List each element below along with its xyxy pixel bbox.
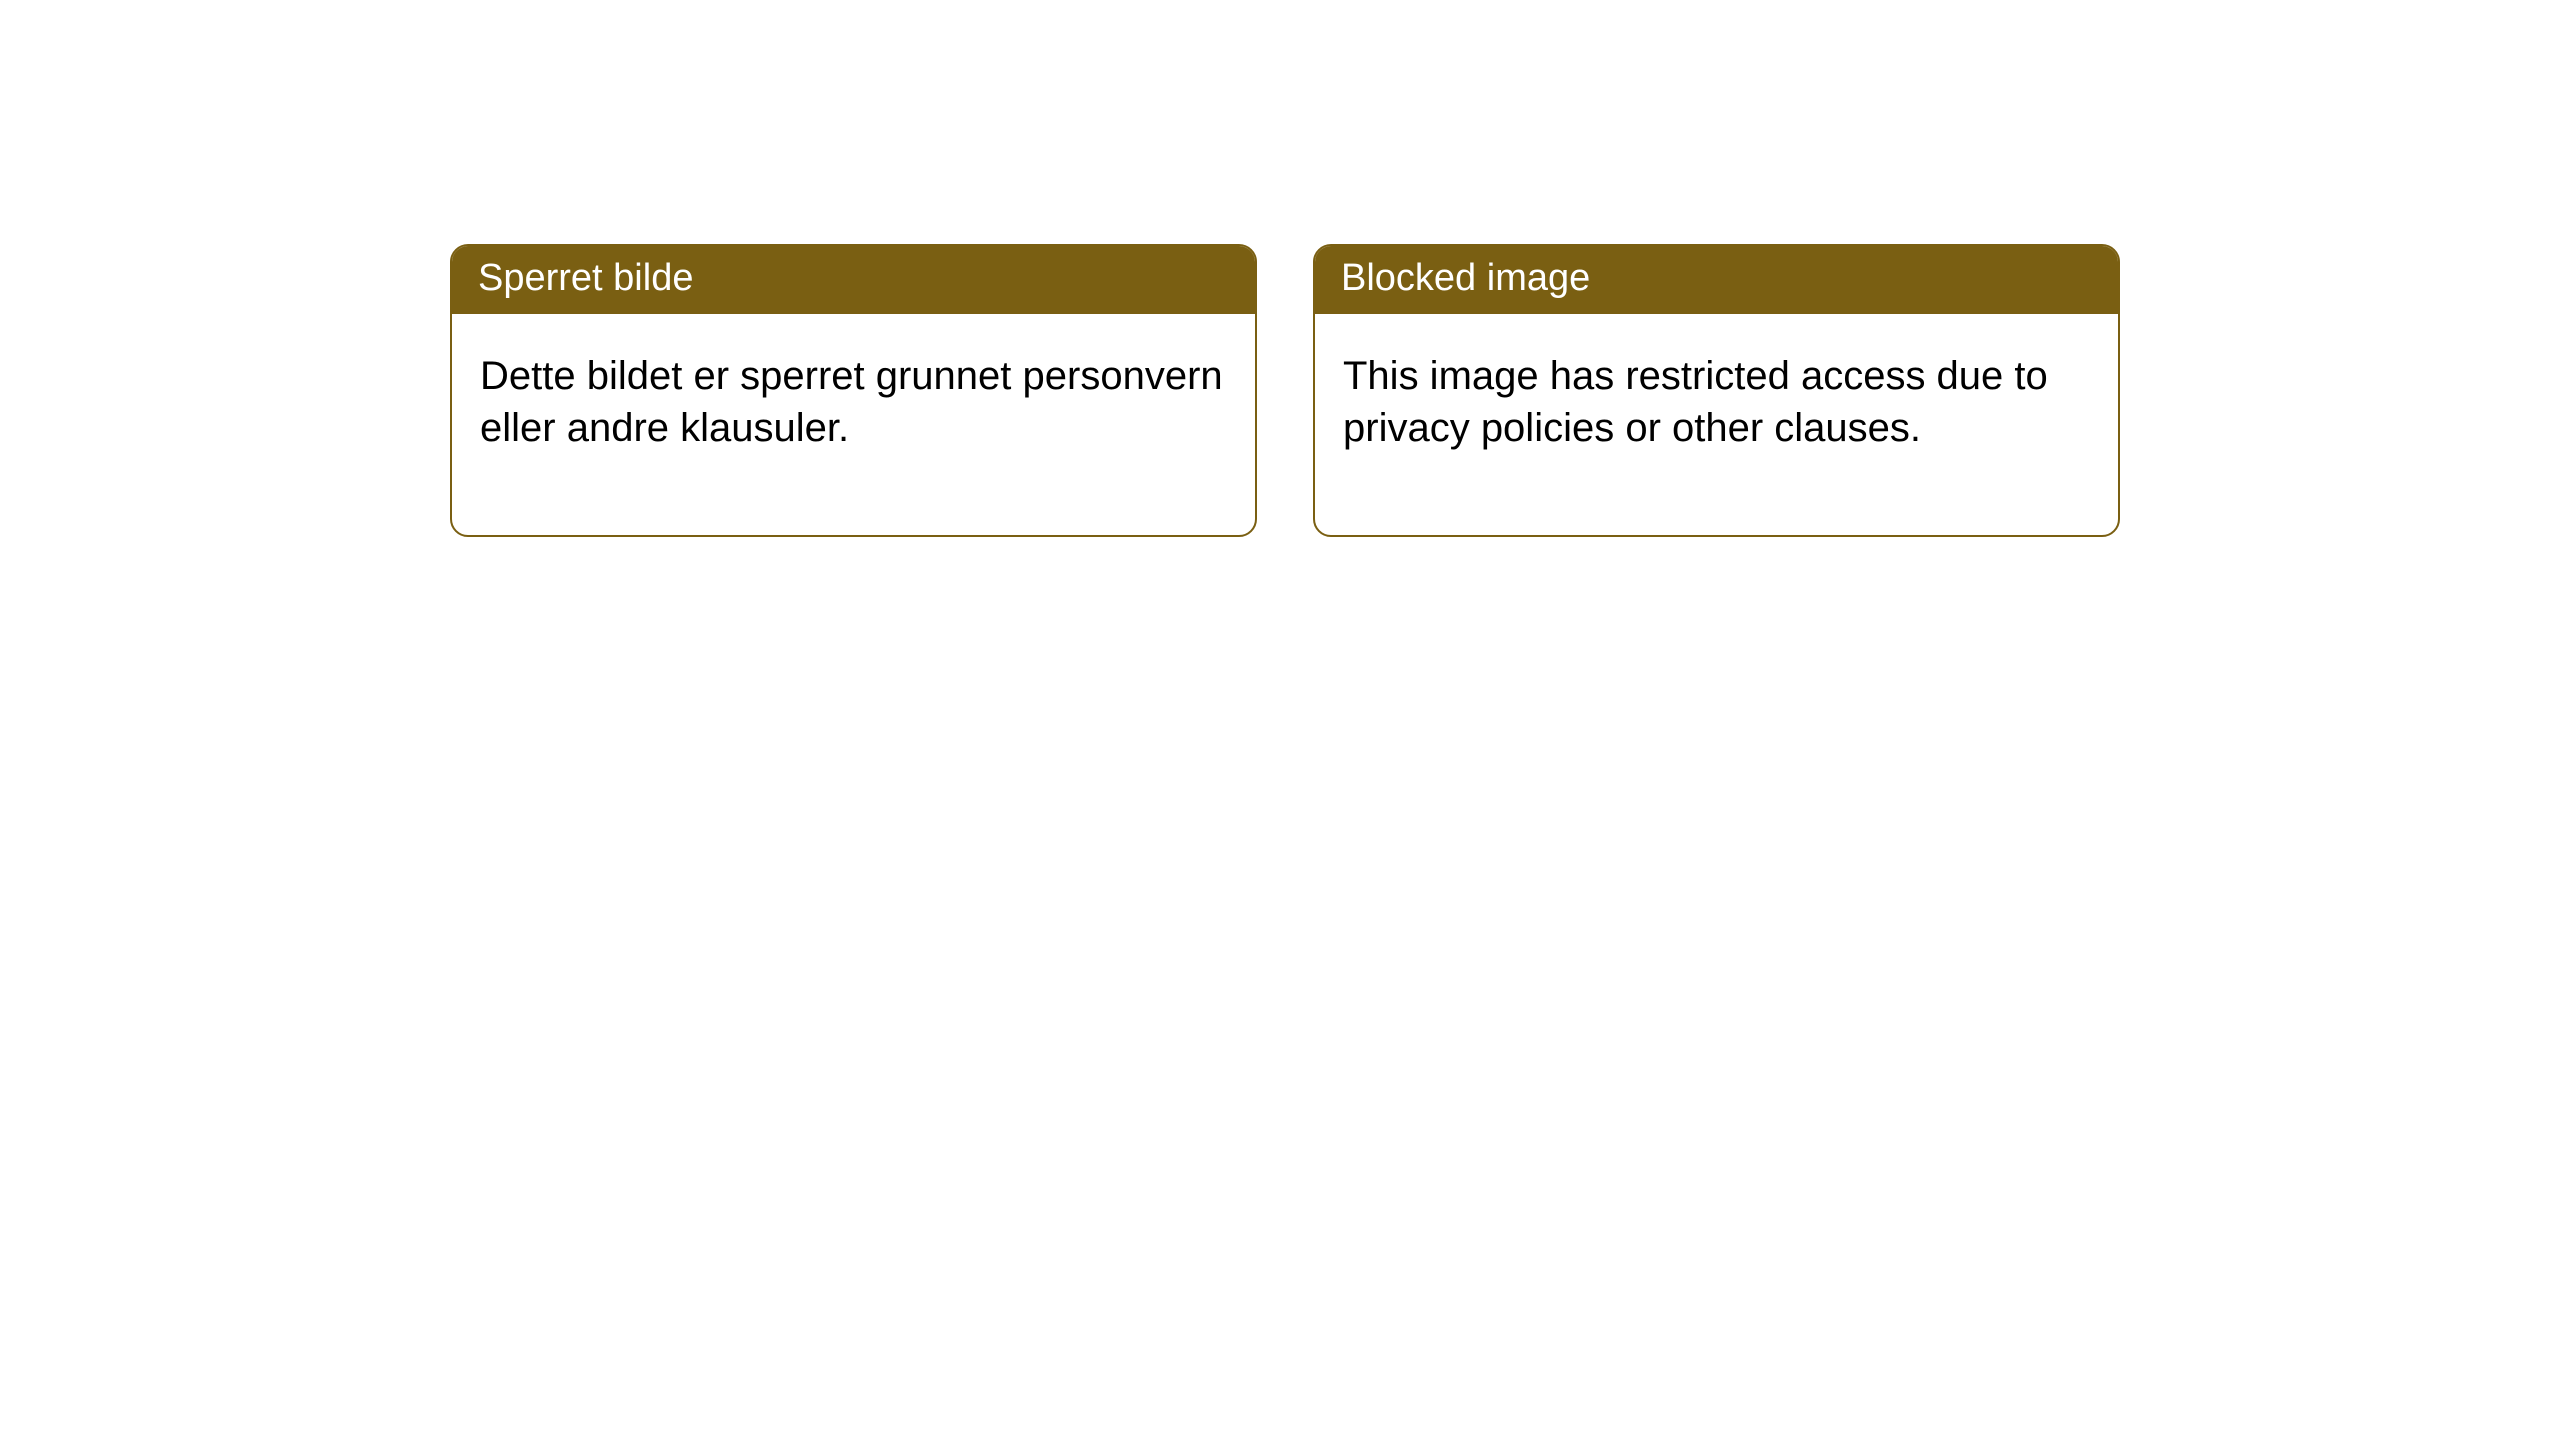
notice-body-english: This image has restricted access due to … bbox=[1315, 314, 2118, 536]
notice-card-english: Blocked image This image has restricted … bbox=[1313, 244, 2120, 537]
notice-header-norwegian: Sperret bilde bbox=[452, 246, 1255, 314]
notice-card-norwegian: Sperret bilde Dette bildet er sperret gr… bbox=[450, 244, 1257, 537]
notice-body-norwegian: Dette bildet er sperret grunnet personve… bbox=[452, 314, 1255, 536]
notice-container: Sperret bilde Dette bildet er sperret gr… bbox=[0, 0, 2560, 537]
notice-header-english: Blocked image bbox=[1315, 246, 2118, 314]
